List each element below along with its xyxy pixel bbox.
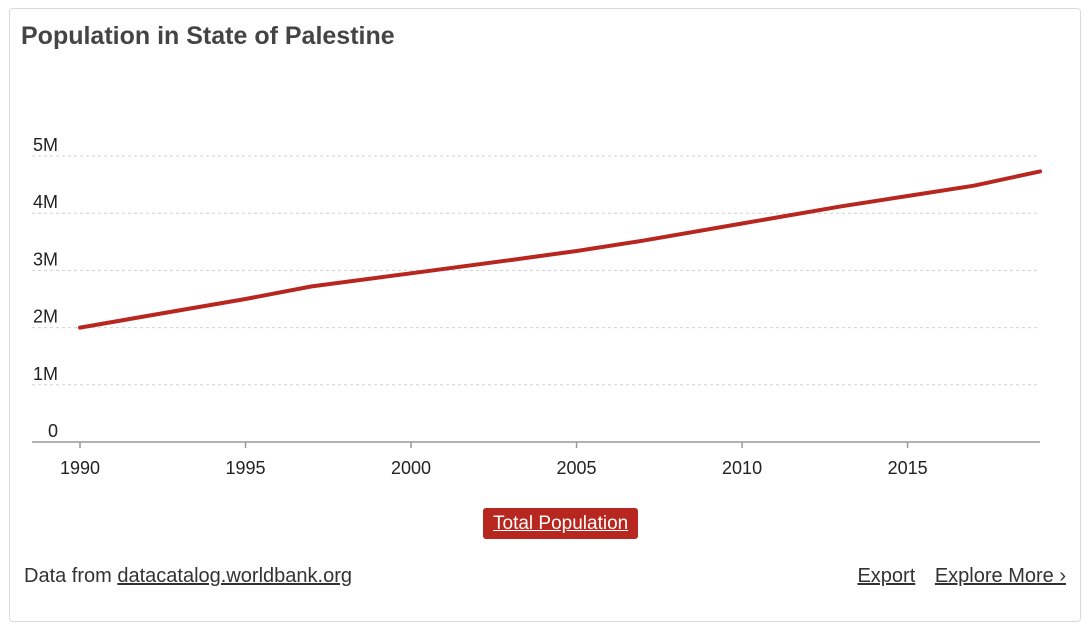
data-source-link[interactable]: datacatalog.worldbank.org (117, 565, 352, 587)
y-tick-label: 5M (33, 135, 58, 155)
explore-more-link[interactable]: Explore More › (934, 565, 1066, 587)
export-link[interactable]: Export (857, 565, 916, 587)
x-axis-ticks: 1990 1995 2000 2005 2010 2015 (60, 442, 928, 478)
footer-actions: Export Explore More › (857, 565, 1066, 588)
y-tick-label: 3M (33, 249, 58, 269)
x-tick-label: 1990 (60, 458, 100, 478)
x-tick-label: 2000 (391, 458, 431, 478)
y-axis-ticks: 0 1M 2M 3M 4M 5M (33, 135, 58, 441)
series-group (78, 169, 1042, 330)
grid-lines (32, 155, 1040, 386)
y-tick-label: 0 (48, 421, 58, 441)
x-tick-label: 1995 (225, 458, 265, 478)
y-tick-label: 2M (33, 307, 58, 327)
y-tick-label: 1M (33, 364, 58, 384)
x-tick-label: 2005 (557, 458, 597, 478)
data-source: Data from datacatalog.worldbank.org (24, 565, 352, 588)
data-source-prefix: Data from (24, 565, 112, 587)
chart-title: Population in State of Palestine (21, 22, 395, 50)
line-chart: 0 1M 2M 3M 4M 5M 1990 1995 2000 2005 2010 2015 (32, 135, 1042, 478)
x-tick-label: 2015 (888, 458, 928, 478)
x-tick-label: 2010 (722, 458, 762, 478)
legend-total-population[interactable]: Total Population (483, 508, 639, 539)
y-tick-label: 4M (33, 192, 58, 212)
series-line-total-population (78, 169, 1042, 330)
